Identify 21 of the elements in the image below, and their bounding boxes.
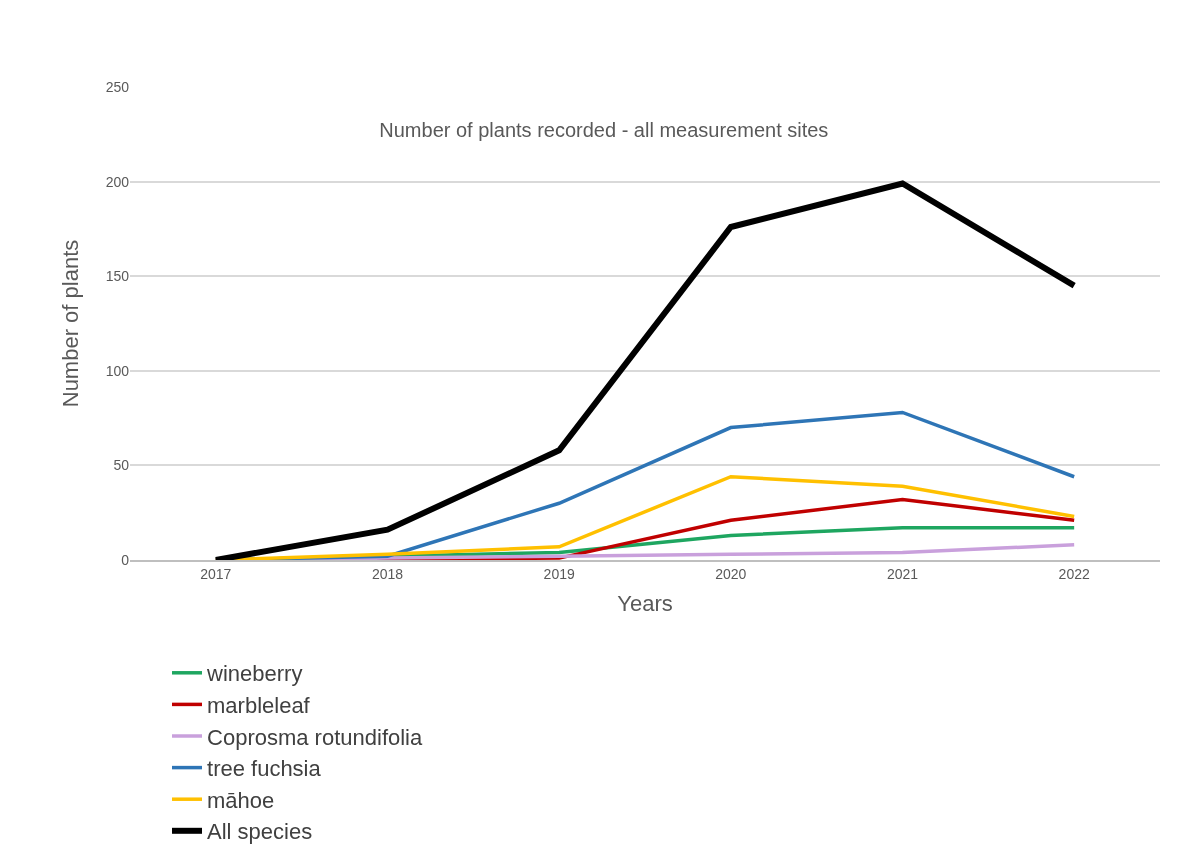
legend-label: All species	[207, 819, 313, 845]
x-tick-label: 2018	[371, 565, 404, 582]
y-tick-label: 250	[105, 78, 130, 95]
x-tick-label: 2019	[543, 565, 575, 582]
x-tick-label: 2017	[200, 565, 232, 582]
x-tick-label: 2021	[886, 565, 919, 582]
legend-label: Coprosma rotundifolia	[207, 724, 423, 750]
x-tick-label: 2022	[1058, 565, 1090, 582]
legend-label: māhoe	[207, 787, 275, 813]
y-tick-label: 200	[105, 173, 130, 190]
x-tick-label: 2020	[715, 565, 747, 582]
y-tick-label: 50	[113, 457, 130, 474]
y-tick-label: 0	[121, 551, 130, 568]
y-tick-label: 150	[105, 268, 130, 285]
y-axis-title: Number of plants	[58, 239, 84, 408]
legend-label: marbleleaf	[207, 692, 311, 718]
x-axis-title: Years	[617, 590, 673, 616]
legend-label: wineberry	[206, 661, 303, 687]
text: Number of plants recorded - all measurement sites	[379, 119, 829, 141]
legend-label: tree fuchsia	[207, 756, 322, 782]
y-tick-label: 100	[105, 362, 130, 379]
